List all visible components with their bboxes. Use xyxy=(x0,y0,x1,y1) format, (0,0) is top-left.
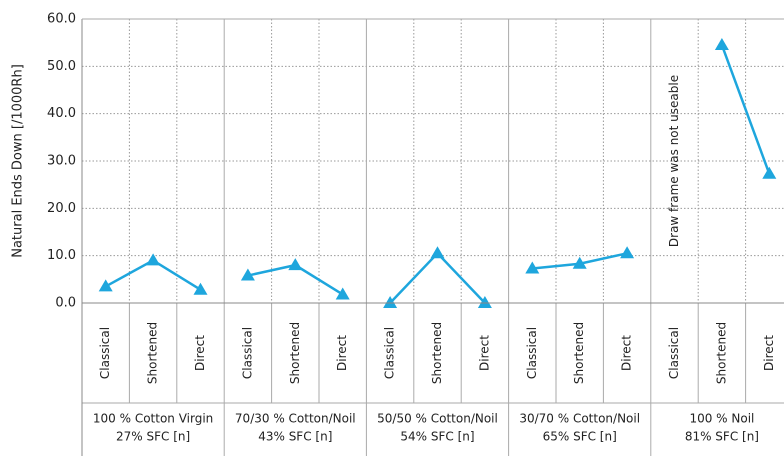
x-tick-label: Direct xyxy=(620,335,634,371)
x-tick-label: Classical xyxy=(240,327,254,379)
group-label: 54% SFC [n] xyxy=(400,430,474,444)
line xyxy=(720,44,771,175)
x-tick-label: Direct xyxy=(335,335,349,371)
x-tick-label: Shortened xyxy=(714,322,728,384)
marker xyxy=(430,246,445,259)
marker xyxy=(335,287,350,300)
y-tick-label: 40.0 xyxy=(47,106,76,121)
group-label: 27% SFC [n] xyxy=(116,430,190,444)
marker xyxy=(288,258,303,271)
y-tick-label: 10.0 xyxy=(47,248,76,263)
marker xyxy=(525,261,540,274)
group-label: 50/50 % Cotton/Noil xyxy=(377,412,498,426)
x-tick-label: Classical xyxy=(525,327,539,379)
group-label: 100 % Noil xyxy=(689,412,754,426)
group-label: 81% SFC [n] xyxy=(685,430,759,444)
marker xyxy=(477,296,492,308)
y-tick-label: 60.0 xyxy=(47,12,76,27)
marker xyxy=(240,268,255,281)
x-tick-label: Shortened xyxy=(430,322,444,384)
marker xyxy=(572,256,587,269)
x-tick-label: Direct xyxy=(762,335,776,371)
x-tick-label: Classical xyxy=(383,327,397,379)
x-tick-label: Direct xyxy=(477,335,491,371)
marker xyxy=(383,296,398,308)
marker xyxy=(146,253,161,266)
marker xyxy=(714,38,729,51)
x-tick-label: Classical xyxy=(98,327,112,379)
x-tick-label: Classical xyxy=(667,327,681,379)
group-label: 100 % Cotton Virgin xyxy=(93,412,213,426)
y-tick-label: 0.0 xyxy=(55,296,76,311)
line xyxy=(389,251,486,304)
marker xyxy=(620,246,635,259)
y-tick-label: 20.0 xyxy=(47,201,76,216)
x-tick-label: Shortened xyxy=(288,322,302,384)
marker xyxy=(762,166,777,179)
group-label: 30/70 % Cotton/Noil xyxy=(519,412,640,426)
y-tick-label: 50.0 xyxy=(47,59,76,74)
annotation: Draw frame was not useable xyxy=(667,75,681,247)
x-tick-label: Shortened xyxy=(572,322,586,384)
y-axis-label: Natural Ends Down [/1000Rh] xyxy=(11,64,26,258)
group-label: 65% SFC [n] xyxy=(543,430,617,444)
marker xyxy=(193,282,208,295)
x-tick-label: Direct xyxy=(193,335,207,371)
group-label: 70/30 % Cotton/Noil xyxy=(235,412,356,426)
y-tick-label: 30.0 xyxy=(47,154,76,169)
x-tick-label: Shortened xyxy=(146,322,160,384)
marker xyxy=(98,279,113,292)
group-label: 43% SFC [n] xyxy=(258,430,332,444)
